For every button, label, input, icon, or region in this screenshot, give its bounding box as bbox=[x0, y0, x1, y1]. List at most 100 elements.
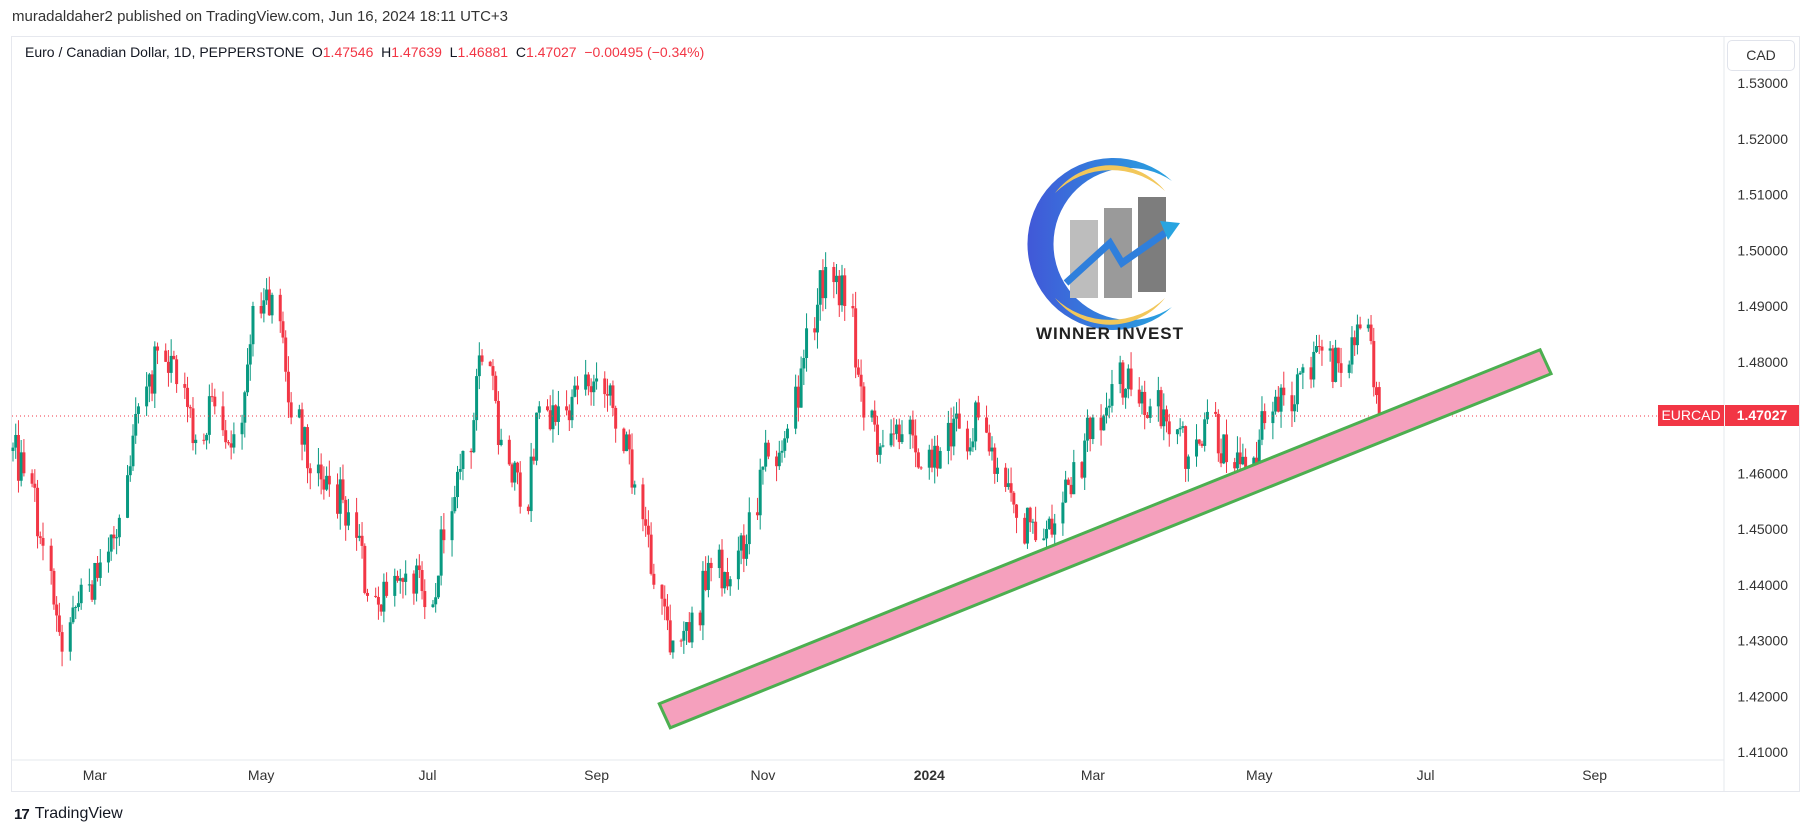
candle-body bbox=[1045, 529, 1049, 539]
time-tick-label: May bbox=[248, 767, 274, 783]
chart-pane[interactable] bbox=[11, 36, 1800, 792]
change-value: −0.00495 (−0.34%) bbox=[584, 44, 705, 60]
candle-body bbox=[379, 604, 383, 612]
candle-body bbox=[109, 534, 113, 552]
candle-body bbox=[1255, 457, 1259, 465]
candle-body bbox=[649, 534, 653, 574]
candle-body bbox=[685, 622, 689, 631]
candle-body bbox=[1156, 390, 1160, 407]
candle-body bbox=[873, 410, 877, 425]
candle-body bbox=[106, 551, 110, 563]
candle-body bbox=[469, 450, 473, 453]
candle-body bbox=[240, 422, 244, 435]
time-tick-label: Jul bbox=[1417, 767, 1435, 783]
candle-body bbox=[584, 374, 588, 390]
time-axis[interactable]: Mar May Jul Sep Nov 2024 Mar May Jul Sep bbox=[12, 37, 1725, 791]
candle-body bbox=[575, 385, 579, 390]
candle-body bbox=[1203, 419, 1207, 446]
candle-body bbox=[720, 549, 724, 589]
candle-body bbox=[813, 328, 817, 333]
candle-body bbox=[303, 427, 307, 445]
candle-body bbox=[545, 406, 549, 411]
candle-body bbox=[136, 406, 140, 414]
candle-body bbox=[1159, 390, 1163, 427]
candle-body bbox=[14, 434, 18, 448]
price-tick-label: 1.43000 bbox=[1737, 633, 1788, 649]
candle-body bbox=[565, 406, 569, 411]
candle-body bbox=[900, 434, 904, 443]
candle-body bbox=[881, 445, 885, 447]
symbol-title: Euro / Canadian Dollar, 1D, PEPPERSTONE bbox=[25, 44, 305, 60]
candle-body bbox=[213, 396, 217, 407]
candle-body bbox=[1004, 467, 1008, 487]
candle-body bbox=[993, 447, 997, 474]
candle-body bbox=[1124, 388, 1128, 398]
candle-body bbox=[742, 535, 746, 559]
candle-body bbox=[736, 550, 740, 580]
candle-body bbox=[439, 529, 443, 576]
candle-body bbox=[1137, 389, 1141, 404]
candle-body bbox=[1175, 429, 1179, 435]
candle-body bbox=[374, 595, 378, 597]
time-tick-label: May bbox=[1246, 767, 1272, 783]
candle-body bbox=[1102, 415, 1106, 431]
candle-body bbox=[475, 376, 479, 421]
candle-body bbox=[835, 275, 839, 283]
open-value: 1.47546 bbox=[322, 44, 374, 60]
candle-body bbox=[818, 270, 822, 305]
candle-body bbox=[404, 573, 408, 582]
candle-body bbox=[935, 445, 939, 469]
candle-body bbox=[968, 447, 972, 452]
candle-body bbox=[202, 439, 206, 441]
candle-body bbox=[1025, 507, 1029, 544]
tradingview-brand[interactable]: 17 TradingView bbox=[14, 805, 123, 823]
candle-body bbox=[248, 344, 252, 365]
candle-body bbox=[145, 386, 149, 407]
candle-body bbox=[796, 386, 800, 408]
candle-body bbox=[1110, 384, 1114, 406]
candle-body bbox=[518, 472, 522, 507]
candle-body bbox=[990, 447, 994, 452]
candle-body bbox=[532, 456, 536, 461]
candle-body bbox=[897, 424, 901, 443]
time-tick-label: Sep bbox=[1582, 767, 1607, 783]
candle-body bbox=[747, 512, 751, 545]
candle-body bbox=[927, 449, 931, 468]
candle-body bbox=[603, 378, 607, 395]
tradingview-logo-icon: 17 bbox=[14, 805, 30, 823]
candle-body bbox=[554, 405, 558, 422]
candle-body bbox=[98, 562, 102, 578]
candle-body bbox=[1238, 452, 1242, 465]
candle-body bbox=[725, 572, 729, 587]
candle-body bbox=[614, 407, 618, 429]
candle-body bbox=[156, 346, 160, 351]
candle-body bbox=[401, 578, 405, 582]
low-value: 1.46881 bbox=[457, 44, 509, 60]
trend-channel[interactable] bbox=[657, 347, 1554, 730]
candle-body bbox=[815, 304, 819, 333]
candle-body bbox=[1129, 368, 1133, 390]
candle-body bbox=[1241, 456, 1245, 465]
candle-body bbox=[1053, 523, 1057, 535]
candle-body bbox=[1031, 521, 1035, 523]
time-tick-label: 2024 bbox=[914, 767, 945, 783]
candle-body bbox=[1050, 518, 1054, 535]
candle-body bbox=[153, 346, 157, 394]
candle-body bbox=[300, 409, 304, 445]
candle-body bbox=[717, 549, 721, 569]
candle-body bbox=[856, 367, 860, 375]
candle-body bbox=[1350, 337, 1354, 365]
candle-body bbox=[671, 640, 675, 653]
candle-body bbox=[1375, 387, 1378, 396]
candle-body bbox=[535, 412, 539, 461]
candle-body bbox=[1162, 409, 1166, 427]
candle-body bbox=[1334, 347, 1338, 382]
candle-body bbox=[1069, 484, 1073, 495]
price-axis[interactable]: 1.53000 1.52000 1.51000 1.50000 1.49000 1.480… bbox=[1737, 75, 1788, 760]
candle-body bbox=[341, 479, 345, 500]
currency-button[interactable]: CAD bbox=[1727, 40, 1795, 71]
price-tag-text: 1.47027 bbox=[1737, 407, 1788, 423]
candle-body bbox=[251, 306, 255, 345]
candle-body bbox=[608, 385, 612, 396]
candle-body bbox=[783, 438, 787, 451]
